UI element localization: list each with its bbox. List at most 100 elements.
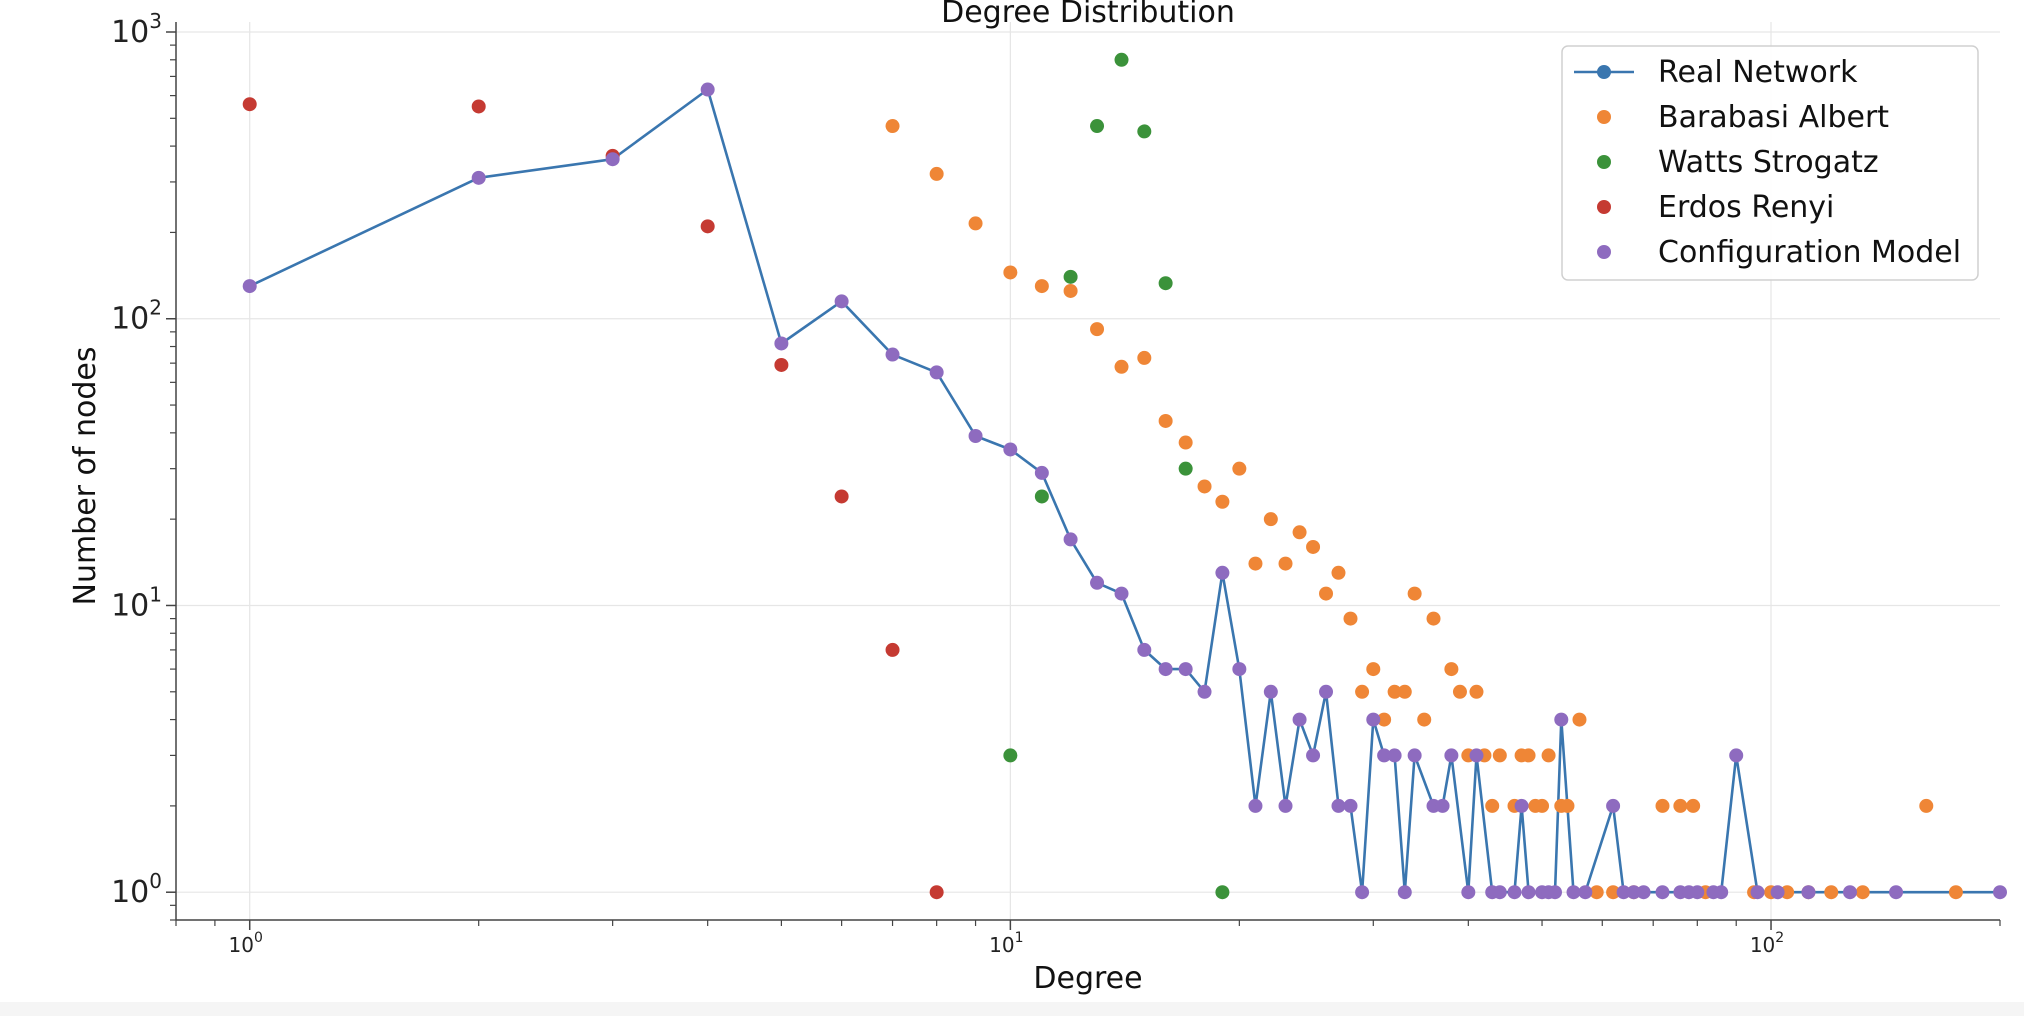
point-watts-strogatz [1063,269,1078,284]
point-configuration-model [1729,748,1744,763]
point-configuration-model [1263,684,1278,699]
point-configuration-model [1292,712,1307,727]
point-barabasi-albert [1387,684,1402,699]
point-configuration-model [1714,885,1729,900]
y-ticks: 100 101 102 103 [111,9,176,921]
point-barabasi-albert [1034,279,1049,294]
point-configuration-model [1655,885,1670,900]
point-configuration-model [1114,586,1129,601]
axes-layer [175,22,2000,921]
point-configuration-model [1554,712,1569,727]
point-configuration-model [1003,442,1018,457]
legend-item-real-network: Real Network [1574,55,1858,90]
y-tick-label: 103 [111,9,162,50]
legend-item-barabasi-albert: Barabasi Albert [1597,100,1889,135]
point-barabasi-albert [1673,798,1688,813]
point-barabasi-albert [1292,525,1307,540]
point-configuration-model [1355,885,1370,900]
point-configuration-model [1636,885,1651,900]
x-ticks: 100 101 102 [175,920,2001,957]
point-barabasi-albert [1331,565,1346,580]
point-configuration-model [1343,798,1358,813]
point-barabasi-albert [1306,539,1321,554]
point-configuration-model [1616,885,1631,900]
point-configuration-model [1521,885,1536,900]
point-configuration-model [834,294,849,309]
point-barabasi-albert [929,166,944,181]
legend-marker-swatch [1597,110,1611,124]
x-axis-label: Degree [1033,961,1142,996]
point-barabasi-albert [1343,611,1358,626]
x-tick-label: 100 [229,930,263,957]
point-barabasi-albert [1485,798,1500,813]
point-configuration-model [1547,885,1562,900]
point-configuration-model [1461,885,1476,900]
point-watts-strogatz [1215,885,1230,900]
point-barabasi-albert [1452,684,1467,699]
point-barabasi-albert [1263,512,1278,527]
point-barabasi-albert [1090,322,1105,337]
point-erdos-renyi [834,489,849,504]
point-configuration-model [1492,885,1507,900]
point-barabasi-albert [1319,586,1334,601]
point-configuration-model [1514,798,1529,813]
point-configuration-model [700,82,715,97]
point-barabasi-albert [1426,611,1441,626]
point-configuration-model [1278,798,1293,813]
legend-label: Barabasi Albert [1658,100,1889,135]
point-erdos-renyi [774,357,789,372]
point-configuration-model [929,365,944,380]
point-watts-strogatz [1114,52,1129,67]
point-configuration-model [1090,575,1105,590]
legend-label: Configuration Model [1658,235,1961,270]
point-configuration-model [968,428,983,443]
point-erdos-renyi [929,885,944,900]
point-erdos-renyi [242,97,257,112]
point-barabasi-albert [1114,359,1129,374]
legend-label: Watts Strogatz [1658,145,1879,180]
point-barabasi-albert [1948,885,1963,900]
point-barabasi-albert [1003,265,1018,280]
point-barabasi-albert [1158,413,1173,428]
point-configuration-model [1469,748,1484,763]
point-barabasi-albert [1278,556,1293,571]
point-erdos-renyi [885,642,900,657]
legend-item-watts-strogatz: Watts Strogatz [1597,145,1879,180]
x-tick-label: 101 [989,930,1023,957]
point-configuration-model [1993,885,2007,900]
point-configuration-model [1606,798,1621,813]
point-barabasi-albert [1655,798,1670,813]
legend-marker-swatch [1597,200,1611,214]
point-configuration-model [1690,885,1705,900]
point-erdos-renyi [700,219,715,234]
point-configuration-model [1319,684,1334,699]
point-barabasi-albert [1377,712,1392,727]
x-tick-label: 102 [1750,930,1784,957]
point-configuration-model [1331,798,1346,813]
point-barabasi-albert [1492,748,1507,763]
point-barabasi-albert [1560,798,1575,813]
point-configuration-model [1137,642,1152,657]
series-configuration-model [242,82,2007,900]
y-axis-label: Number of nodes [68,347,103,606]
point-configuration-model [1507,885,1522,900]
point-watts-strogatz [1178,461,1193,476]
point-barabasi-albert [1366,662,1381,677]
y-tick-label: 102 [111,296,162,337]
point-watts-strogatz [1158,276,1173,291]
point-configuration-model [774,336,789,351]
point-configuration-model [1387,748,1402,763]
point-barabasi-albert [1824,885,1839,900]
point-watts-strogatz [1034,489,1049,504]
point-configuration-model [1397,885,1412,900]
point-barabasi-albert [1521,748,1536,763]
point-barabasi-albert [1215,494,1230,509]
point-barabasi-albert [1444,662,1459,677]
point-configuration-model [471,170,486,185]
point-configuration-model [1801,885,1816,900]
point-configuration-model [1232,662,1247,677]
point-configuration-model [1407,748,1422,763]
point-barabasi-albert [1589,885,1604,900]
legend: Real Network Barabasi Albert Watts Strogat… [1561,45,1979,281]
